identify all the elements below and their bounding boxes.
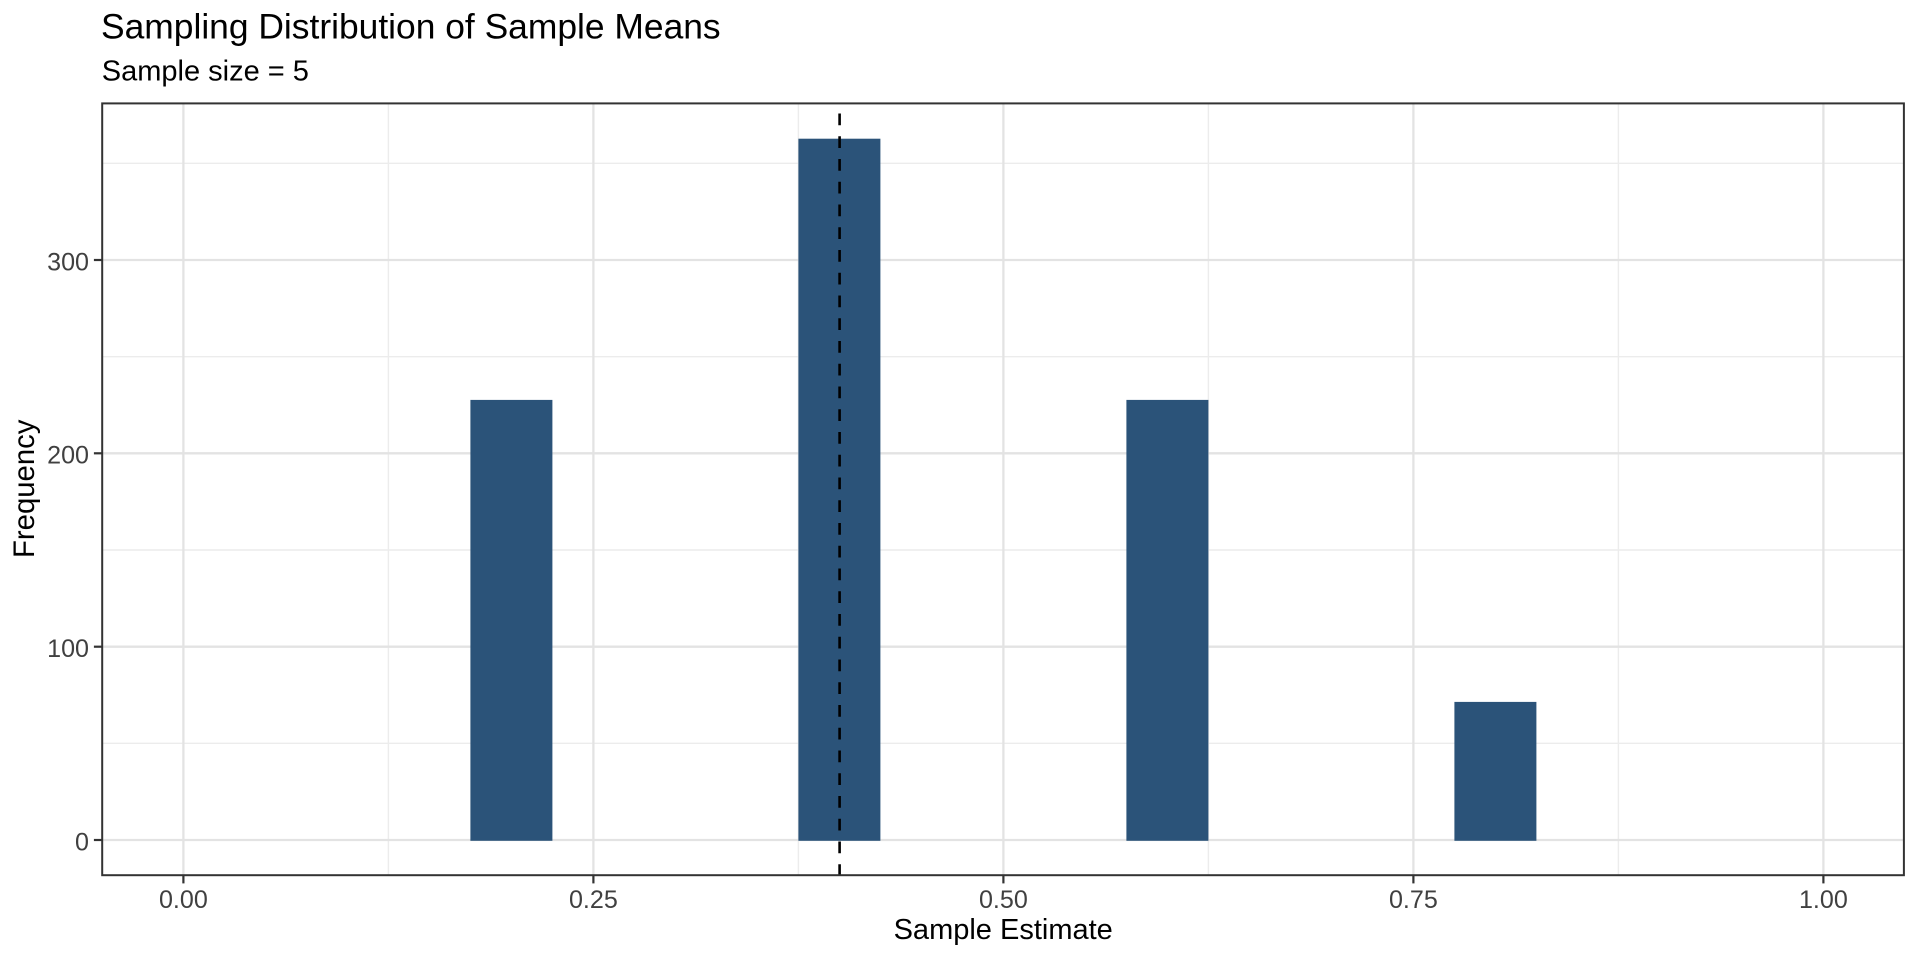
svg-text:0.50: 0.50 bbox=[979, 886, 1028, 914]
svg-text:Frequency: Frequency bbox=[8, 419, 41, 558]
svg-text:Sampling Distribution of Sampl: Sampling Distribution of Sample Means bbox=[101, 6, 721, 46]
svg-text:0.25: 0.25 bbox=[569, 886, 618, 914]
svg-text:100: 100 bbox=[47, 635, 89, 663]
svg-text:0.75: 0.75 bbox=[1389, 886, 1438, 914]
svg-text:300: 300 bbox=[47, 248, 89, 276]
svg-text:0.00: 0.00 bbox=[159, 886, 208, 914]
svg-text:Sample size = 5: Sample size = 5 bbox=[102, 55, 309, 87]
svg-text:Sample Estimate: Sample Estimate bbox=[894, 914, 1113, 946]
svg-text:200: 200 bbox=[47, 442, 89, 470]
svg-text:0: 0 bbox=[75, 828, 89, 856]
svg-text:1.00: 1.00 bbox=[1799, 886, 1848, 914]
